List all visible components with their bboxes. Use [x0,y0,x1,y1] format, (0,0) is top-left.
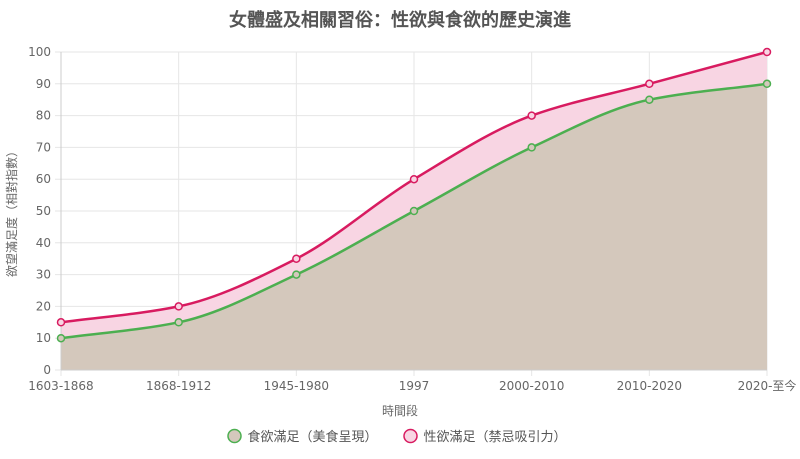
y-tick-label: 100 [28,45,51,59]
data-point[interactable] [174,318,183,327]
x-tick-label: 2000-2010 [499,379,564,393]
x-tick-label: 2010-2020 [617,379,682,393]
y-tick-label: 10 [36,331,51,345]
x-tick-label: 1868-1912 [146,379,211,393]
data-point[interactable] [409,174,419,184]
y-tick-label: 0 [43,363,51,377]
y-tick-label: 80 [36,109,51,123]
data-point[interactable] [292,270,301,279]
legend-marker [227,428,242,444]
data-point[interactable] [409,206,419,216]
y-tick-label: 90 [36,77,51,91]
y-tick-label: 20 [36,299,51,313]
legend: 食欲滿足（美食呈現） 性欲滿足（禁忌吸引力） [227,428,567,445]
data-point[interactable] [762,79,772,89]
x-tick-label: 1945-1980 [264,379,329,393]
legend-marker [403,428,418,444]
data-point[interactable] [292,254,301,263]
y-tick-label: 60 [36,172,51,186]
y-tick-label: 30 [36,268,51,282]
data-point[interactable] [56,333,66,343]
chart-title: 女體盛及相關習俗：性欲與食欲的歷史演進 [229,9,571,31]
axes [60,52,767,371]
data-point[interactable] [645,79,654,89]
x-axis-title: 時間段 [382,403,418,418]
series-area-0 [61,83,767,371]
data-point[interactable] [174,302,183,311]
x-tick-label: 1603-1868 [28,379,93,393]
y-tick-labels: 0 10 20 30 40 50 60 70 80 90 100 [28,45,51,377]
legend-item-0[interactable]: 食欲滿足（美食呈現） [227,428,378,445]
x-tick-label: 2020-至今 [738,378,797,393]
x-tick-labels: 1603-1868 1868-1912 1945-1980 1997 2000-2010… [28,378,796,393]
legend-label: 食欲滿足（美食呈現） [248,429,378,445]
legend-item-1[interactable]: 性欲滿足（禁忌吸引力） [403,428,567,445]
data-point[interactable] [56,318,66,327]
data-point[interactable] [645,95,654,104]
data-point[interactable] [527,111,536,120]
y-tick-label: 40 [36,236,51,250]
y-tick-label: 50 [36,204,51,218]
data-point[interactable] [762,47,772,57]
data-point[interactable] [527,143,536,152]
legend-label: 性欲滿足（禁忌吸引力） [424,429,567,445]
x-tick-label: 1997 [399,379,430,393]
y-axis-title: 欲望滿足度（相對指數） [4,145,19,277]
y-tick-label: 70 [36,140,51,154]
data-points [56,47,772,343]
